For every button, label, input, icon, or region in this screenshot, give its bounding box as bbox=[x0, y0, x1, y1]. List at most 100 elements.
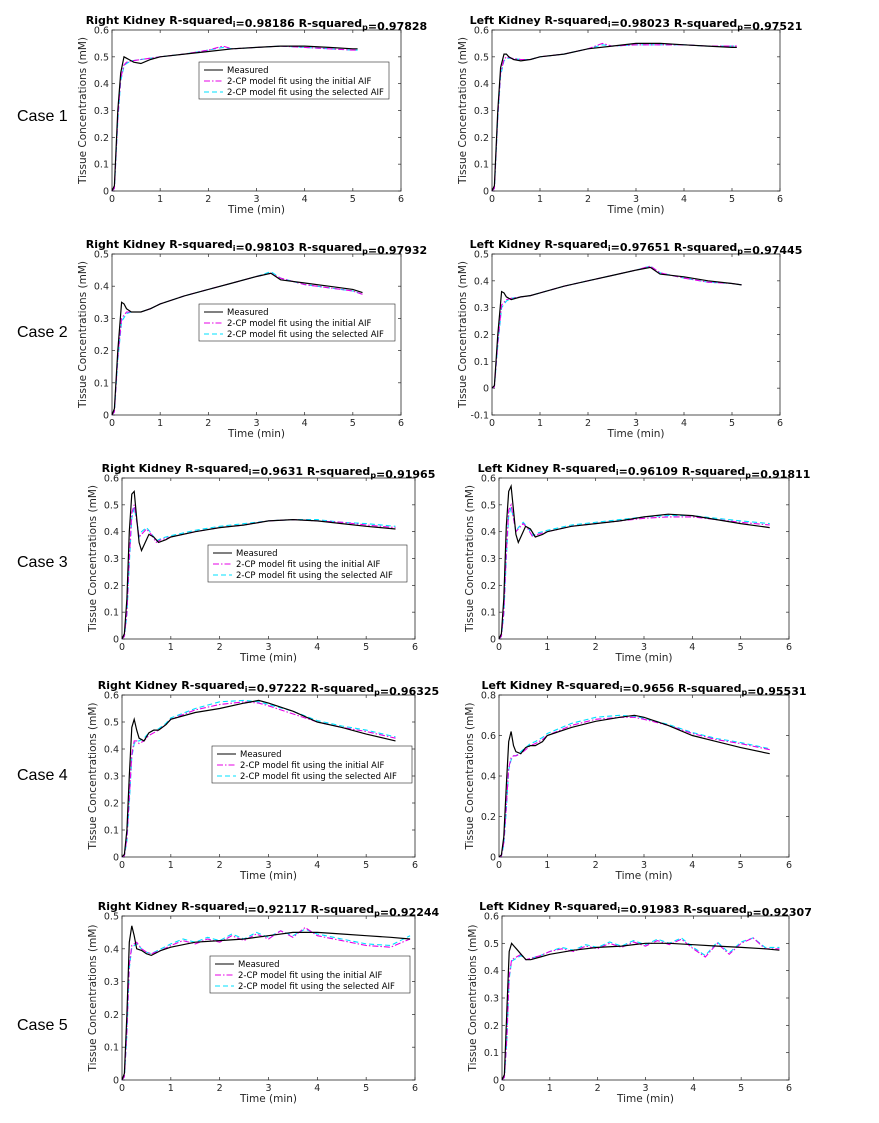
title-part: =0.92117 R-squared bbox=[248, 903, 375, 916]
y-tick-label: 0.6 bbox=[94, 26, 109, 37]
legend-label: Measured bbox=[238, 960, 280, 970]
y-tick-label: 0 bbox=[113, 635, 119, 646]
title-subscript: i bbox=[233, 20, 236, 29]
plot-area bbox=[498, 477, 790, 640]
x-axis-label: Time (min) bbox=[227, 428, 285, 440]
legend-label: Measured bbox=[227, 308, 269, 318]
y-tick-label: 0.5 bbox=[481, 500, 496, 511]
x-tick-label: 5 bbox=[738, 860, 744, 871]
y-tick-label: 0.2 bbox=[94, 133, 109, 144]
y-tick-label: 0.4 bbox=[104, 745, 119, 756]
y-tick-label: 0.3 bbox=[104, 772, 119, 783]
x-tick-label: 5 bbox=[738, 1083, 744, 1094]
series-line-measured bbox=[498, 483, 770, 640]
y-tick-label: 0.4 bbox=[481, 772, 496, 783]
y-tick-label: 0.3 bbox=[104, 554, 119, 565]
x-tick-label: 2 bbox=[593, 860, 599, 871]
chart-title: Left Kidney R-squaredi=0.96109 R-squared… bbox=[478, 462, 811, 481]
title-subscript: p bbox=[737, 23, 743, 32]
y-tick-label: 0.6 bbox=[104, 691, 119, 702]
y-axis-label: Tissue Concentrations (mM) bbox=[87, 703, 99, 851]
x-tick-label: 0 bbox=[119, 1083, 125, 1094]
y-tick-label: 0.4 bbox=[104, 527, 119, 538]
y-tick-label: 0.2 bbox=[94, 346, 109, 357]
x-tick-label: 4 bbox=[689, 860, 695, 871]
y-tick-label: 0.2 bbox=[481, 812, 496, 823]
x-tick-label: 1 bbox=[168, 642, 174, 653]
y-tick-label: 0.5 bbox=[104, 718, 119, 729]
title-part: =0.98186 R-squared bbox=[236, 17, 363, 30]
x-tick-label: 6 bbox=[412, 860, 418, 871]
x-tick-label: 1 bbox=[168, 1083, 174, 1094]
plot-area bbox=[491, 253, 781, 416]
legend-label: 2-CP model fit using the selected AIF bbox=[240, 772, 397, 782]
title-part: Left Kidney R-squared bbox=[478, 462, 616, 475]
x-tick-label: 2 bbox=[217, 860, 223, 871]
x-axis-label: Time (min) bbox=[239, 870, 297, 882]
chart-3-right: 0 1 2 3 4 5 6 0 0.1 0.2 0.3 0.4 0.5 0.6 Time (min) Tiss… bbox=[87, 462, 435, 664]
y-tick-label: 0.1 bbox=[474, 160, 489, 171]
chart-title: Right Kidney R-squaredi=0.97222 R-square… bbox=[98, 679, 439, 698]
y-tick-label: 0 bbox=[103, 411, 109, 422]
x-tick-label: 0 bbox=[496, 860, 502, 871]
series-line-measured bbox=[491, 42, 737, 192]
y-tick-label: 0 bbox=[113, 853, 119, 864]
x-tick-label: 3 bbox=[641, 860, 647, 871]
x-tick-label: 1 bbox=[537, 194, 543, 205]
series-line-measured bbox=[111, 272, 363, 416]
y-tick-label: 0.3 bbox=[94, 106, 109, 117]
y-tick-label: 0.5 bbox=[474, 52, 489, 63]
title-subscript: p bbox=[747, 909, 753, 918]
x-tick-label: 2 bbox=[595, 1083, 601, 1094]
x-tick-label: 4 bbox=[302, 418, 308, 429]
x-tick-label: 4 bbox=[314, 642, 320, 653]
chart-5-left: 0 1 2 3 4 5 6 0 0.1 0.2 0.3 0.4 0.5 0.6 Time (min) Tiss… bbox=[467, 900, 812, 1105]
legend-box bbox=[209, 955, 411, 994]
x-tick-label: 5 bbox=[350, 418, 356, 429]
case-label-3: Case 3 bbox=[17, 554, 68, 571]
y-tick-label: 0.3 bbox=[481, 554, 496, 565]
title-subscript: i bbox=[617, 906, 620, 915]
x-axis-label: Time (min) bbox=[606, 428, 664, 440]
title-subscript: p bbox=[737, 247, 743, 256]
title-part: =0.91983 R-squared bbox=[620, 903, 747, 916]
series-line-measured bbox=[121, 925, 411, 1081]
title-part: Right Kidney R-squared bbox=[86, 238, 233, 251]
chart-title: Left Kidney R-squaredi=0.9656 R-squaredp… bbox=[481, 679, 806, 698]
series-line-measured bbox=[111, 45, 358, 192]
x-tick-label: 0 bbox=[499, 1083, 505, 1094]
title-part: =0.97222 R-squared bbox=[248, 682, 375, 695]
y-tick-label: 0.1 bbox=[104, 608, 119, 619]
y-axis-label: Tissue Concentrations (mM) bbox=[77, 37, 89, 185]
x-tick-label: 2 bbox=[205, 194, 211, 205]
x-tick-label: 2 bbox=[585, 194, 591, 205]
x-tick-label: 3 bbox=[641, 642, 647, 653]
x-tick-label: 0 bbox=[119, 860, 125, 871]
title-part: =0.9631 R-squared bbox=[251, 465, 370, 478]
x-tick-label: 4 bbox=[690, 1083, 696, 1094]
title-part: =0.91811 bbox=[751, 468, 810, 481]
x-tick-label: 2 bbox=[217, 642, 223, 653]
series-line-measured bbox=[121, 699, 396, 858]
title-subscript: i bbox=[245, 906, 248, 915]
y-tick-label: 0.1 bbox=[481, 608, 496, 619]
y-axis-label: Tissue Concentrations (mM) bbox=[457, 37, 469, 185]
y-tick-label: 0.2 bbox=[474, 330, 489, 341]
chart-title: Left Kidney R-squaredi=0.97651 R-squared… bbox=[470, 238, 803, 257]
series-line-measured bbox=[498, 714, 770, 858]
y-tick-label: 0.3 bbox=[484, 994, 499, 1005]
x-tick-label: 2 bbox=[593, 642, 599, 653]
x-axis-label: Time (min) bbox=[239, 1093, 297, 1105]
legend-box bbox=[198, 61, 390, 100]
legend-box bbox=[207, 544, 408, 583]
x-tick-label: 5 bbox=[729, 194, 735, 205]
y-tick-label: 0.5 bbox=[94, 52, 109, 63]
title-part: =0.97651 R-squared bbox=[611, 241, 738, 254]
y-tick-label: 0 bbox=[103, 187, 109, 198]
y-tick-label: 0.3 bbox=[474, 106, 489, 117]
y-tick-label: 0.6 bbox=[474, 26, 489, 37]
series-line-selected bbox=[121, 928, 411, 1081]
x-tick-label: 0 bbox=[119, 642, 125, 653]
